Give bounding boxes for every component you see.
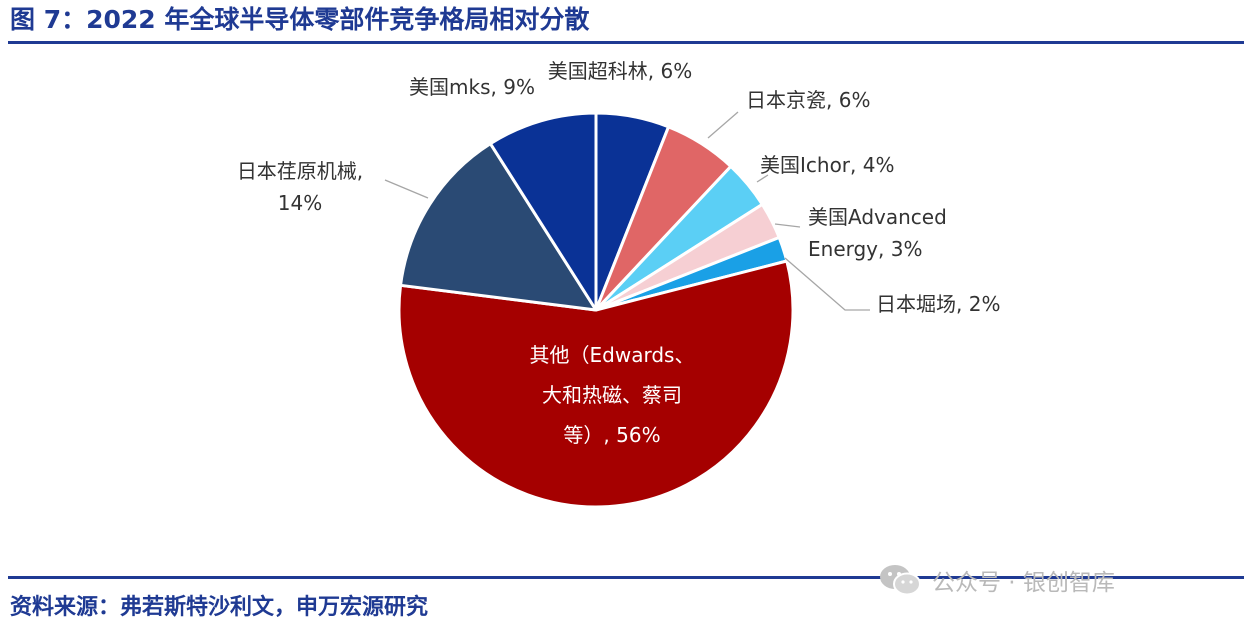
- slice-label-line: Energy, 3%: [808, 237, 922, 261]
- slice-label-8: 美国mks, 9%: [409, 75, 535, 99]
- slice-label-1: 美国超科林, 6%: [548, 59, 692, 83]
- leader-line-7: [384, 179, 429, 199]
- slice-label-line: 14%: [278, 191, 322, 215]
- slice-label-7: 日本荏原机械, 14%: [237, 159, 363, 215]
- pie-slice-8: [488, 111, 598, 312]
- pie-slice-7: [399, 142, 598, 312]
- slice-label-line: 其他（Edwards、: [530, 343, 695, 367]
- watermark-text: 公众号 · 银创智库: [932, 570, 1115, 596]
- slice-label-line: 日本京瓷, 6%: [746, 88, 870, 112]
- source-note: 资料来源：弗若斯特沙利文，申万宏源研究: [10, 595, 429, 620]
- slice-label-line: 美国mks, 9%: [409, 75, 535, 99]
- pie-chart: 美国超科林, 6% 日本京瓷, 6% 美国Ichor, 4% 美国Advanced En…: [237, 59, 1000, 509]
- leader-line-4: [774, 223, 801, 228]
- chart-title: 图 7：2022 年全球半导体零部件竞争格局相对分散: [10, 5, 590, 34]
- pie-slice-6: [397, 259, 795, 509]
- slice-label-5: 日本堀场, 2%: [876, 292, 1000, 316]
- slice-label-2: 日本京瓷, 6%: [746, 88, 870, 112]
- source-divider: [8, 576, 1244, 579]
- watermark: 公众号 · 银创智库: [878, 560, 1115, 600]
- slice-label-line: 日本堀场, 2%: [876, 292, 1000, 316]
- slice-label-line: 美国Advanced: [808, 205, 947, 229]
- slice-label-line: 大和热磁、蔡司: [542, 383, 682, 407]
- slice-label-line: 美国Ichor, 4%: [760, 153, 894, 177]
- leader-line-2: [707, 111, 739, 139]
- slice-label-3: 美国Ichor, 4%: [760, 153, 894, 177]
- slice-label-line: 日本荏原机械,: [237, 159, 363, 183]
- slice-label-4: 美国Advanced Energy, 3%: [808, 205, 947, 261]
- leader-line-3: [756, 174, 769, 183]
- leader-line-5: [784, 257, 870, 311]
- slice-label-line: 等）, 56%: [563, 423, 660, 447]
- slice-label-line: 美国超科林, 6%: [548, 59, 692, 83]
- wechat-icon: [880, 565, 921, 596]
- title-divider: [8, 41, 1244, 44]
- slice-label-6: 其他（Edwards、大和热磁、蔡司等）, 56%: [530, 343, 695, 447]
